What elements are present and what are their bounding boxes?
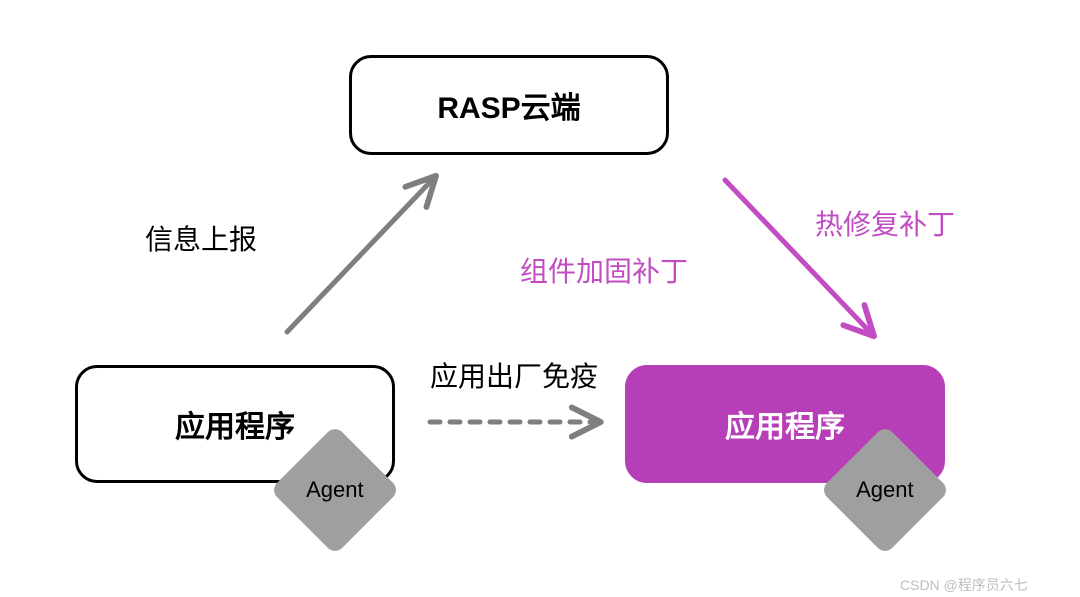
node-app-left-label: 应用程序 (175, 402, 295, 446)
agent-badge-right-label: Agent (856, 477, 914, 503)
watermark: CSDN @程序员六七 (900, 575, 1028, 595)
node-app-right-label: 应用程序 (725, 402, 845, 446)
node-rasp-cloud-label: RASP云端 (437, 83, 580, 127)
edge-down-label-2: 热修复补丁 (815, 203, 955, 243)
edge-up-arrow (287, 180, 432, 332)
edge-up-label: 信息上报 (145, 218, 257, 258)
edge-down-label-1: 组件加固补丁 (520, 250, 688, 290)
edge-across-label: 应用出厂免疫 (430, 355, 598, 395)
node-rasp-cloud: RASP云端 (349, 55, 669, 155)
agent-badge-left-label: Agent (306, 477, 364, 503)
